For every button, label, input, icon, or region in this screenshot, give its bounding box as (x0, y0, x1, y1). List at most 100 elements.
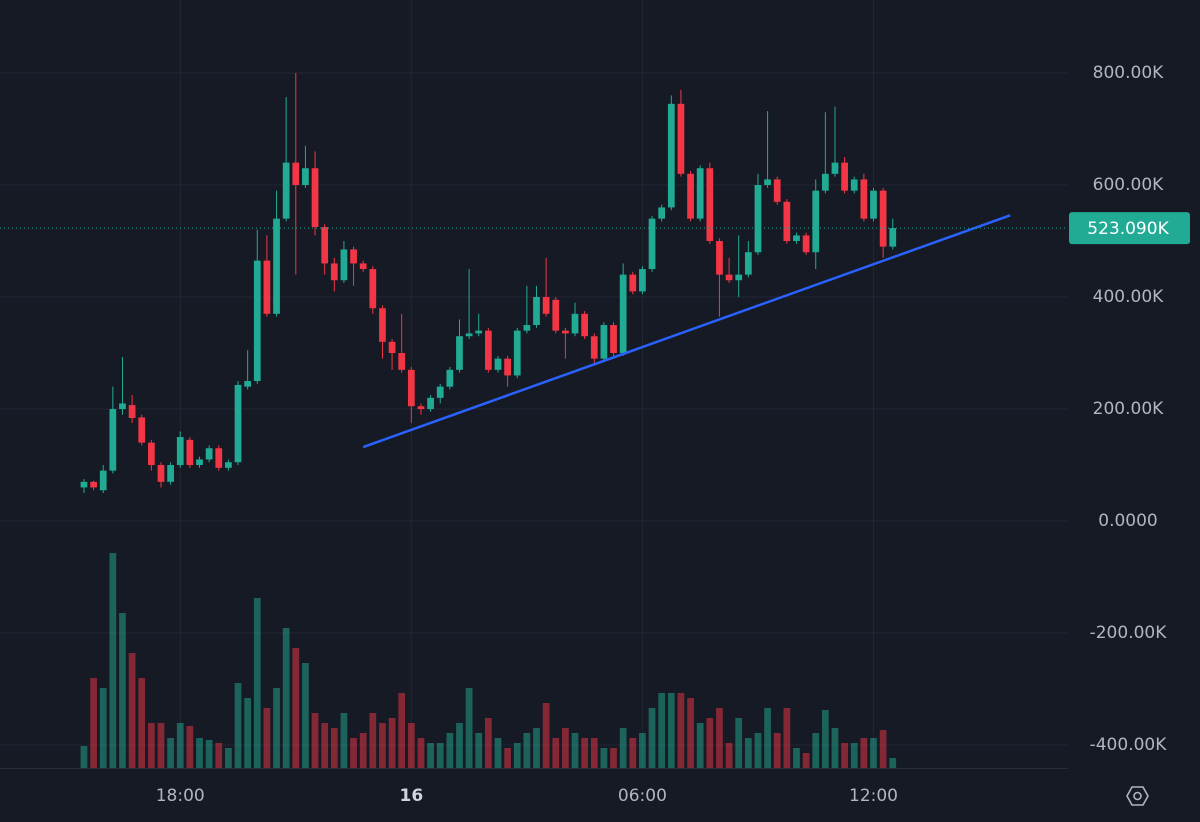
candle-body (321, 227, 329, 264)
volume-bar (80, 746, 88, 768)
candle-body (860, 179, 868, 219)
candle-body (629, 274, 637, 292)
volume-bar (494, 738, 502, 768)
candle-body (513, 330, 521, 376)
volume-bar (658, 693, 666, 768)
candle-body (687, 173, 694, 219)
candle-body (369, 269, 377, 309)
settings-icon-dot (1133, 791, 1142, 801)
volume-bar (677, 693, 685, 768)
volume-bar (205, 740, 213, 768)
y-tick-label: 400.00K (1093, 287, 1164, 307)
volume-bar (407, 723, 415, 768)
volume-bar (417, 738, 425, 768)
volume-bar (821, 710, 829, 768)
y-tick-label: -400.00K (1090, 735, 1168, 755)
candle-body (253, 260, 261, 382)
candle-body (128, 405, 136, 418)
volume-bar (157, 723, 165, 768)
settings-button[interactable] (1126, 786, 1149, 806)
volume-bar (523, 733, 531, 768)
volume-bar (475, 733, 483, 768)
candle-body (167, 465, 174, 482)
candle-body (350, 249, 357, 264)
volume-bar (176, 723, 184, 768)
candle-body (600, 325, 608, 359)
candle-body (359, 263, 367, 270)
volume-bar (234, 683, 242, 768)
volume-bar (215, 743, 223, 768)
candle-body (879, 190, 887, 247)
candle-body (523, 325, 531, 331)
settings-icon[interactable] (1126, 786, 1149, 806)
volume-bar (744, 738, 752, 768)
candle-body (282, 162, 290, 219)
last-price-badge (1069, 212, 1190, 245)
volume-bar (273, 688, 280, 768)
last-price-label: 523.090K (1087, 219, 1169, 239)
candle-body (263, 260, 271, 314)
x-tick-label: 12:00 (849, 786, 898, 806)
candle-body (533, 297, 540, 326)
candle-body (639, 269, 646, 292)
volume-bar (369, 713, 377, 768)
candle-body (802, 235, 810, 253)
candle-body (850, 179, 858, 191)
volume-bar (706, 718, 714, 768)
candle-body (562, 330, 569, 334)
volume-bar (812, 733, 820, 768)
candle-body (571, 313, 579, 334)
volume-bar (427, 743, 434, 768)
candle-body (667, 103, 675, 208)
volume-bar (359, 733, 367, 768)
candle-body (273, 218, 280, 314)
candle-body (677, 103, 685, 174)
volume-bar (456, 723, 463, 768)
candle-body (407, 369, 415, 407)
volume-bar (841, 743, 848, 768)
candle-body (215, 448, 223, 468)
volume-bar (754, 733, 762, 768)
candle-body (80, 481, 88, 488)
volume-bar (600, 748, 608, 768)
volume-bar (436, 743, 444, 768)
volume-bar (696, 723, 704, 768)
candle-body (398, 353, 406, 370)
plot: 800.00K 600.00K 400.00K 200.00K 0.0000 -200.0… (0, 0, 1190, 806)
y-tick-label: 200.00K (1093, 399, 1164, 419)
volume-bar (735, 718, 743, 768)
volume-bar (802, 753, 810, 768)
volume-bar (263, 708, 271, 768)
candle-body (244, 381, 252, 387)
candle-body (696, 168, 704, 219)
candle-body (812, 190, 820, 253)
volume-bar (513, 743, 521, 768)
volume-bar (379, 723, 386, 768)
volume-bar (186, 726, 194, 768)
candle-body (793, 235, 800, 242)
candle-body (205, 448, 213, 460)
trendline (362, 214, 1011, 449)
candle-body (225, 462, 232, 468)
candle-body (196, 459, 203, 466)
candle-body (379, 308, 386, 342)
volume-bar (619, 728, 627, 768)
candle-body (456, 336, 463, 370)
candle-body (764, 179, 771, 186)
volume-bar (147, 723, 155, 768)
candle-body (292, 162, 300, 186)
candle-body (138, 417, 146, 443)
candle-body (99, 470, 107, 491)
candle-body (754, 185, 762, 253)
volume-bar (109, 553, 117, 768)
volume-bar (321, 723, 329, 768)
volume-bar (793, 748, 800, 768)
y-tick-label: 600.00K (1093, 175, 1164, 195)
volume-bar (870, 738, 877, 768)
y-tick-label: 0.0000 (1098, 511, 1157, 531)
candle-body (783, 201, 791, 242)
volume-bar (542, 703, 550, 768)
candle-body (340, 249, 348, 281)
volume-bar (138, 678, 146, 768)
